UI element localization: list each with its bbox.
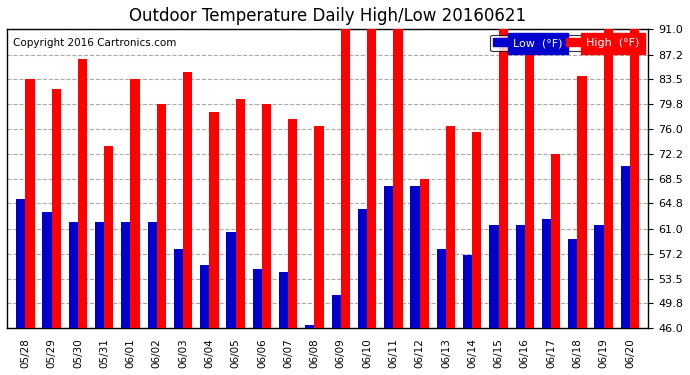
Bar [78,59,87,375]
Bar [315,126,324,375]
Bar [332,295,341,375]
Bar [209,112,219,375]
Bar [130,79,139,375]
Bar [578,76,586,375]
Legend: Low  (°F), High  (°F): Low (°F), High (°F) [490,35,643,51]
Bar [279,272,288,375]
Bar [621,166,630,375]
Bar [200,265,209,375]
Bar [288,119,297,375]
Bar [358,209,367,375]
Bar [16,199,26,375]
Bar [183,72,193,375]
Bar [42,212,52,375]
Bar [174,249,183,375]
Bar [367,29,376,375]
Bar [236,99,245,375]
Bar [393,29,402,375]
Bar [69,222,78,375]
Bar [630,29,639,375]
Bar [95,222,104,375]
Text: Copyright 2016 Cartronics.com: Copyright 2016 Cartronics.com [13,38,177,48]
Bar [525,54,534,375]
Bar [489,225,498,375]
Bar [498,29,508,375]
Bar [305,325,315,375]
Bar [463,255,472,375]
Bar [595,225,604,375]
Bar [253,268,262,375]
Bar [411,186,420,375]
Bar [551,154,560,375]
Bar [341,29,350,375]
Bar [121,222,130,375]
Bar [542,219,551,375]
Bar [437,249,446,375]
Bar [604,29,613,375]
Bar [262,104,271,375]
Bar [148,222,157,375]
Bar [472,132,482,375]
Bar [104,146,113,375]
Bar [420,179,429,375]
Bar [52,89,61,375]
Bar [384,186,393,375]
Bar [515,225,525,375]
Bar [157,104,166,375]
Bar [26,79,34,375]
Bar [568,239,578,375]
Title: Outdoor Temperature Daily High/Low 20160621: Outdoor Temperature Daily High/Low 20160… [129,7,526,25]
Bar [446,126,455,375]
Bar [226,232,236,375]
